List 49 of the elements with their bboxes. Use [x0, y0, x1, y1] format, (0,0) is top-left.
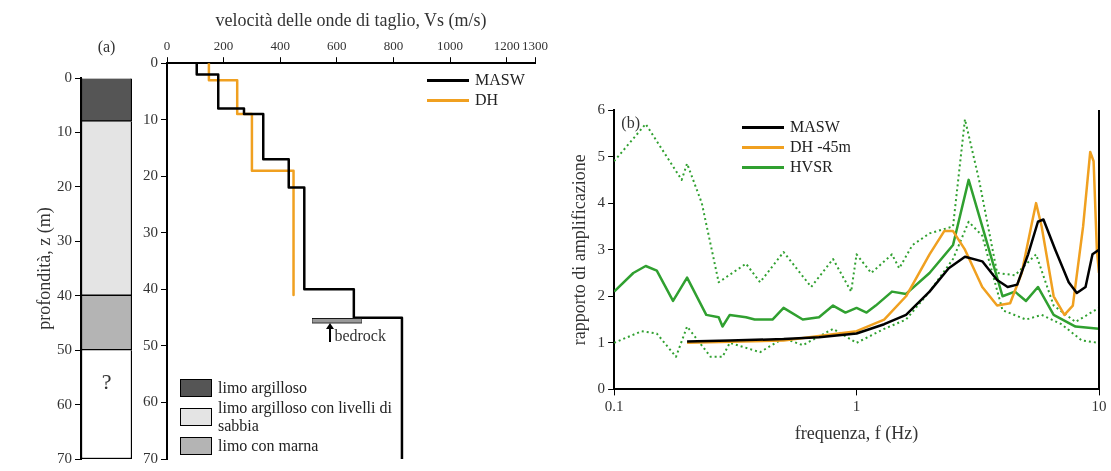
y-tick-label: 40: [57, 286, 72, 303]
legend-label: HVSR: [790, 158, 833, 176]
y-tick-label: 0: [597, 380, 606, 397]
x-tick-label: 200: [213, 37, 234, 53]
y-tick-label: 20: [143, 167, 158, 184]
y-tick-label: 40: [143, 280, 158, 297]
annotation: (b): [621, 113, 641, 132]
y-tick-label: 5: [597, 147, 606, 164]
y-tick-label: 4: [597, 194, 606, 211]
legend-label: limo con marna: [218, 437, 320, 455]
y-tick-label: 20: [57, 177, 72, 194]
x-tick-label: 0.1: [604, 398, 624, 415]
x-tick-label: 600: [327, 37, 347, 53]
x-tick-label: 1000: [437, 37, 464, 53]
x-axis-title: frequenza, f (Hz): [794, 422, 919, 444]
x-tick-label: 0: [163, 37, 171, 53]
y-axis-title: profondità, z (m): [33, 207, 55, 330]
y-tick-label: 10: [57, 123, 72, 140]
y-tick-label: 10: [143, 110, 158, 127]
x-tick-label: 800: [383, 37, 404, 53]
legend-label: MASW: [475, 71, 525, 90]
y-tick-label: 50: [57, 341, 72, 358]
x-axis-title: velocità delle onde di taglio, Vs (m/s): [215, 9, 487, 31]
y-tick-label: 0: [150, 54, 158, 71]
y-tick-label: 60: [143, 393, 158, 410]
x-tick-label: 10: [1091, 398, 1107, 415]
legend-label: MASW: [790, 118, 840, 136]
y-tick-label: 0: [64, 68, 72, 85]
y-tick-label: 3: [597, 240, 606, 257]
y-axis-title: rapporto di amplificazione: [568, 154, 589, 346]
y-tick-label: 30: [143, 223, 158, 240]
annotation: ?: [101, 368, 112, 394]
y-tick-label: 60: [57, 395, 72, 412]
y-tick-label: 6: [597, 100, 606, 117]
text: (a): [97, 38, 116, 57]
y-tick-label: 1: [597, 333, 606, 350]
y-tick-label: 50: [143, 336, 158, 353]
y-tick-label: 70: [57, 449, 72, 466]
x-tick-label: 400: [270, 37, 290, 53]
y-tick-label: 30: [57, 232, 72, 249]
annotation: bedrock: [334, 326, 386, 344]
legend-label: limo argilloso: [218, 379, 309, 397]
legend-label: DH -45m: [790, 138, 851, 156]
x-tick-label: 1300: [522, 37, 548, 53]
y-tick-label: 70: [143, 449, 158, 466]
y-tick-label: 2: [597, 287, 606, 304]
x-tick-label: 1200: [493, 37, 520, 53]
legend-label: DH: [475, 91, 499, 110]
x-tick-label: 1: [852, 398, 861, 415]
